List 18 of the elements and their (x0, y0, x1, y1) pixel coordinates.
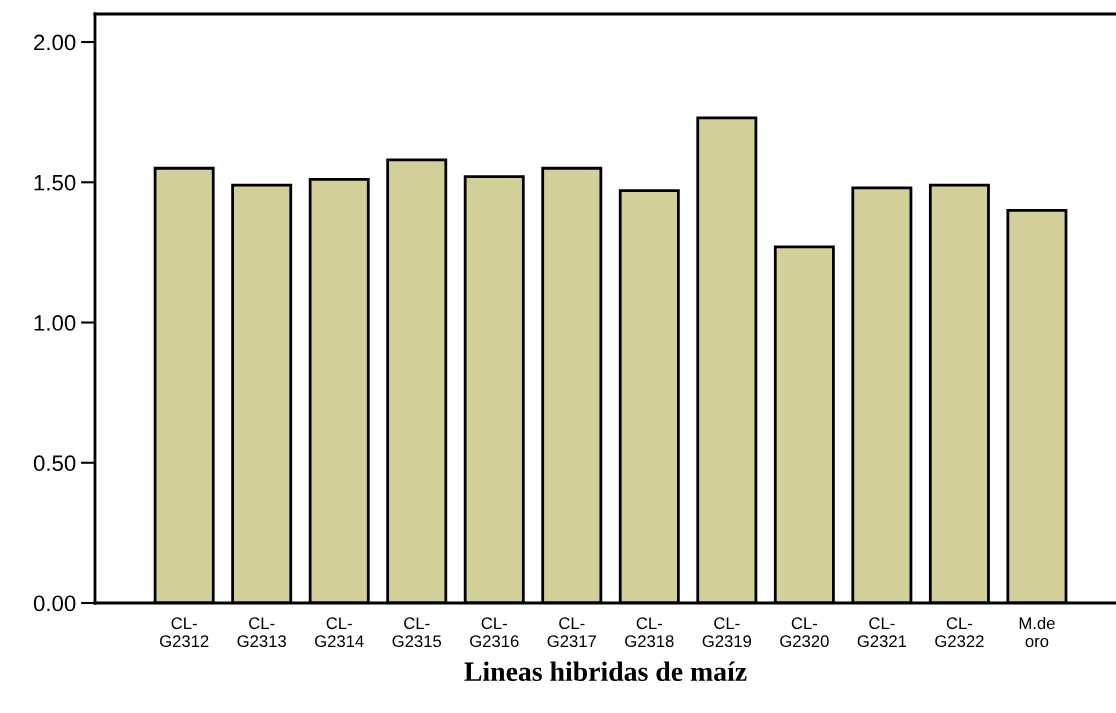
x-tick-label: CL- G2313 (237, 617, 286, 648)
x-tick-label: CL- G2320 (780, 617, 829, 648)
y-tick-label: 2.00 (34, 34, 76, 51)
x-tick-label: CL- G2315 (392, 617, 442, 648)
y-tick-label: 0.50 (33, 455, 76, 472)
x-axis-title: Lineas hibridas de maíz (464, 661, 747, 682)
y-tick-label: 0.00 (33, 595, 76, 612)
x-tick-label: CL- G2312 (159, 617, 209, 648)
y-tick-label: 1.00 (34, 315, 76, 331)
x-tick-label: M.de oro (1019, 616, 1055, 648)
y-tick-label: 1.50 (34, 174, 76, 191)
x-tick-label: CL- G2321 (857, 617, 907, 648)
x-tick-label: CL- G2322 (935, 617, 984, 648)
x-tick-label: CL- G2314 (315, 617, 364, 648)
x-tick-label: CL- G2316 (470, 617, 519, 648)
x-tick-label: CL- G2319 (702, 617, 752, 648)
x-tick-label: CL- G2318 (625, 617, 674, 648)
x-tick-label: CL- G2317 (547, 617, 596, 648)
